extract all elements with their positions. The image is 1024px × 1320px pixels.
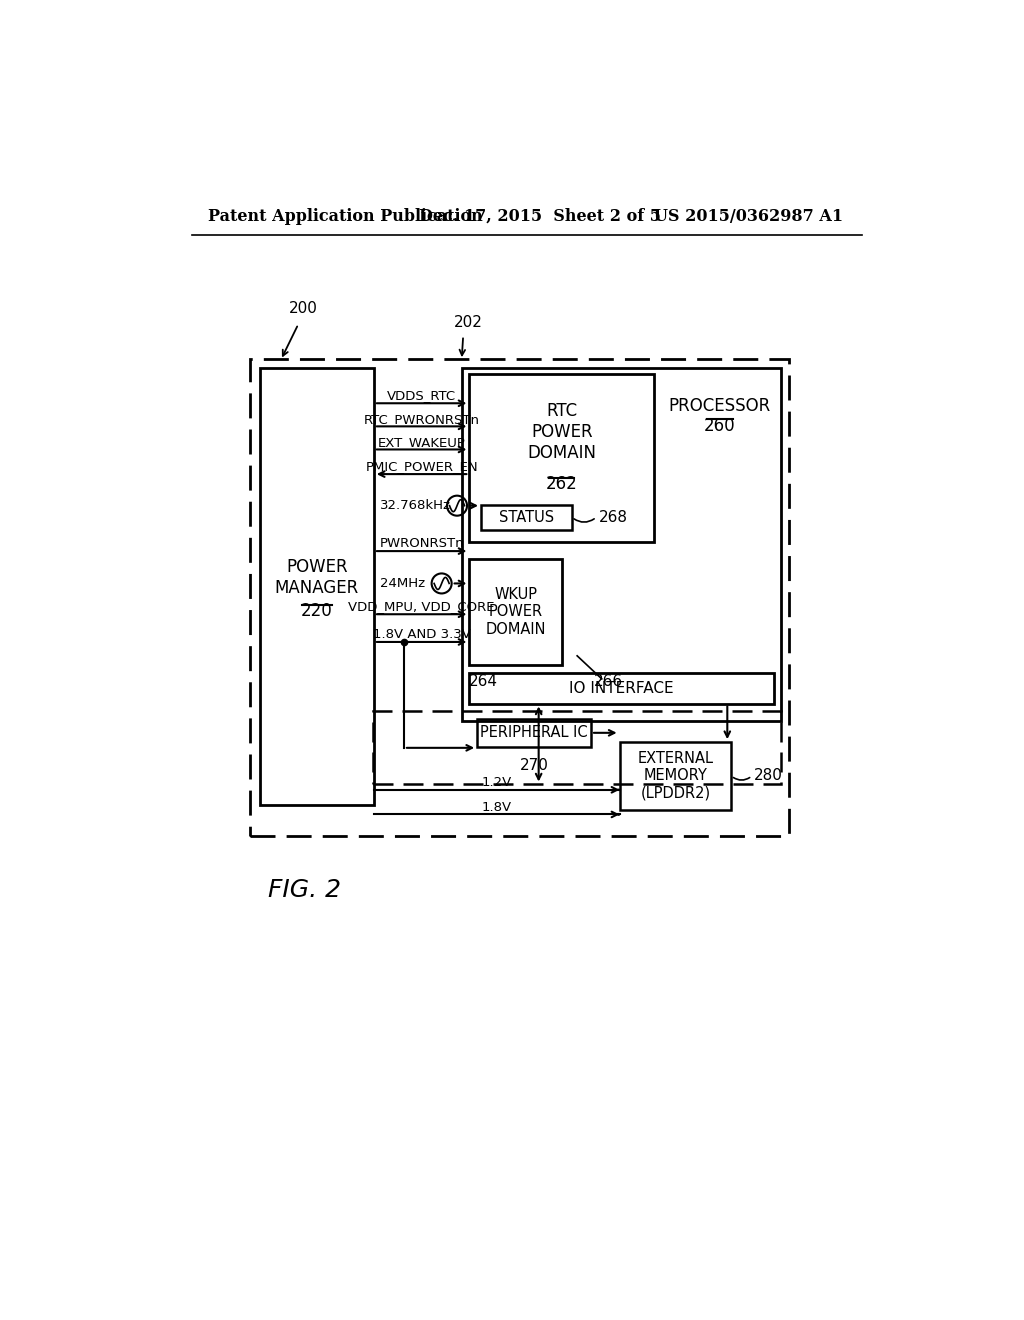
Text: IO INTERFACE: IO INTERFACE <box>569 681 674 696</box>
Text: VDD_MPU, VDD_CORE: VDD_MPU, VDD_CORE <box>348 601 495 614</box>
Text: 220: 220 <box>301 602 333 620</box>
Text: 270: 270 <box>519 759 549 774</box>
Text: FIG. 2: FIG. 2 <box>267 878 341 902</box>
Text: Dec. 17, 2015  Sheet 2 of 5: Dec. 17, 2015 Sheet 2 of 5 <box>419 207 662 224</box>
Text: VDDS_RTC: VDDS_RTC <box>387 389 456 403</box>
Text: 268: 268 <box>599 510 628 525</box>
Text: EXTERNAL
MEMORY
(LPDDR2): EXTERNAL MEMORY (LPDDR2) <box>637 751 714 801</box>
Text: PROCESSOR: PROCESSOR <box>669 397 771 416</box>
Text: 1.2V: 1.2V <box>481 776 512 789</box>
Text: RTC_PWRONRSTn: RTC_PWRONRSTn <box>364 413 479 425</box>
Text: 262: 262 <box>546 475 578 494</box>
Text: 202: 202 <box>454 315 483 330</box>
Text: 32.768kHz: 32.768kHz <box>380 499 451 512</box>
Text: 280: 280 <box>755 768 783 784</box>
Text: PMIC_POWER_EN: PMIC_POWER_EN <box>366 461 478 474</box>
Text: 200: 200 <box>289 301 317 315</box>
Text: 264: 264 <box>469 675 498 689</box>
Text: PERIPHERAL IC: PERIPHERAL IC <box>480 725 588 741</box>
Text: Patent Application Publication: Patent Application Publication <box>208 207 482 224</box>
Text: STATUS: STATUS <box>499 510 554 525</box>
Text: POWER
MANAGER: POWER MANAGER <box>274 558 359 597</box>
Text: RTC
POWER
DOMAIN: RTC POWER DOMAIN <box>527 403 596 462</box>
Text: 24MHz: 24MHz <box>380 577 425 590</box>
Text: WKUP
POWER
DOMAIN: WKUP POWER DOMAIN <box>485 587 546 636</box>
Text: US 2015/0362987 A1: US 2015/0362987 A1 <box>654 207 844 224</box>
Text: PWRONRSTn: PWRONRSTn <box>379 537 464 550</box>
Text: 1.8V: 1.8V <box>481 801 512 813</box>
Text: 260: 260 <box>703 417 735 434</box>
Text: 266: 266 <box>593 675 623 689</box>
Text: 1.8V AND 3.3V: 1.8V AND 3.3V <box>373 628 471 642</box>
Text: EXT_WAKEUP: EXT_WAKEUP <box>378 436 466 449</box>
